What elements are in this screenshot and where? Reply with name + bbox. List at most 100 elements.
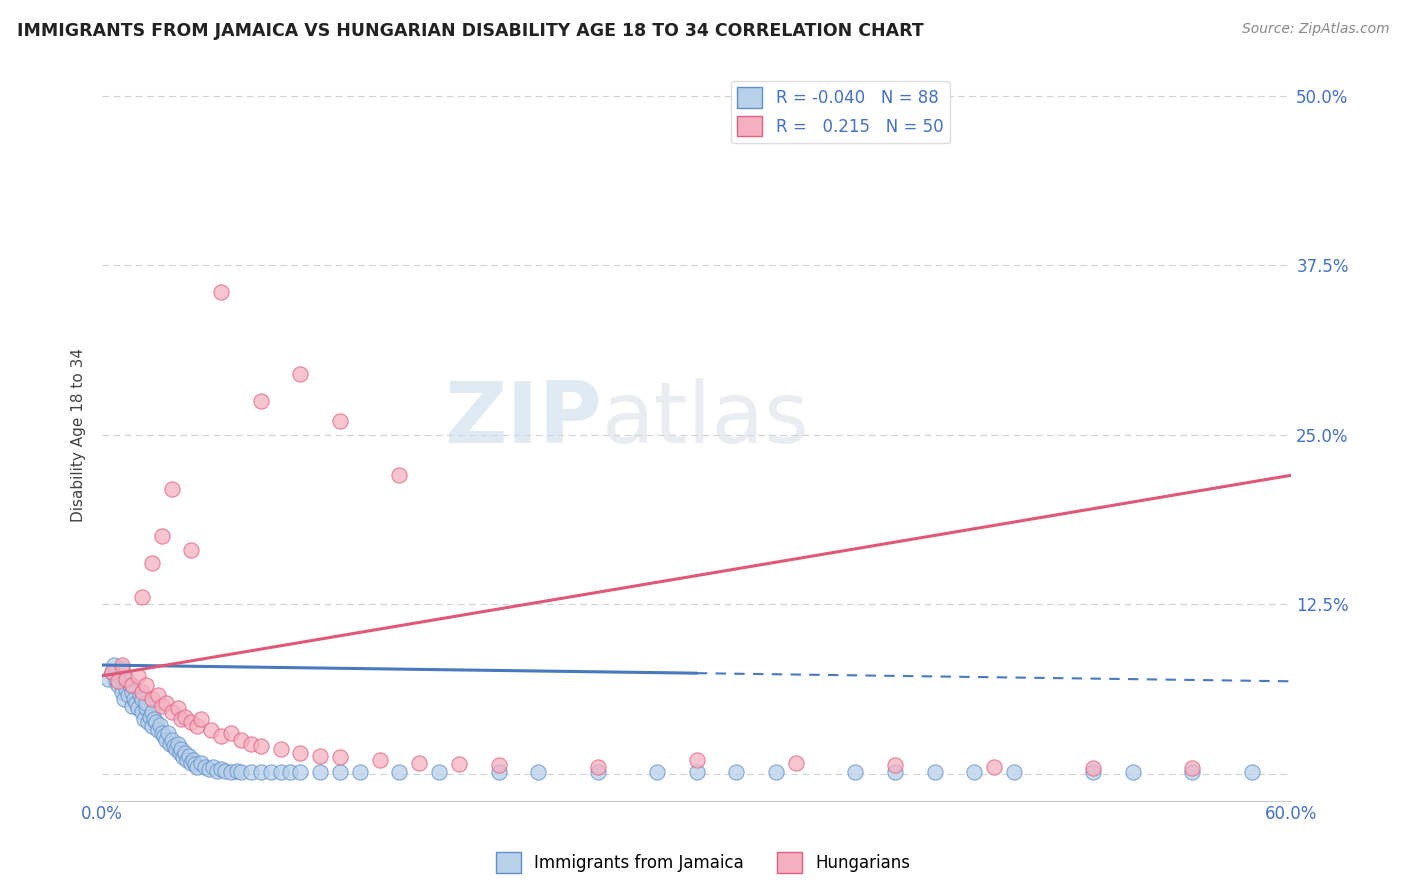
Point — [290, 765, 312, 780]
Point — [121, 698, 143, 713]
Point — [190, 712, 212, 726]
Point — [103, 658, 125, 673]
Text: IMMIGRANTS FROM JAMAICA VS HUNGARIAN DISABILITY AGE 18 TO 34 CORRELATION CHART: IMMIGRANTS FROM JAMAICA VS HUNGARIAN DIS… — [17, 22, 924, 40]
Point — [1181, 765, 1204, 780]
Point — [135, 701, 157, 715]
Point — [141, 719, 163, 733]
Point — [174, 746, 197, 760]
Point — [963, 765, 986, 780]
Point — [586, 760, 609, 774]
Point — [141, 706, 163, 720]
Point — [135, 678, 157, 692]
Point — [125, 696, 148, 710]
Point — [200, 723, 222, 738]
Text: ZIP: ZIP — [444, 378, 602, 461]
Point — [111, 661, 134, 675]
Point — [249, 739, 271, 754]
Point — [179, 748, 201, 763]
Point — [488, 758, 510, 772]
Point — [202, 760, 225, 774]
Point — [270, 742, 292, 756]
Point — [115, 672, 138, 686]
Point — [209, 285, 232, 300]
Point — [290, 367, 312, 381]
Point — [115, 672, 138, 686]
Point — [101, 665, 124, 679]
Point — [1002, 765, 1025, 780]
Point — [408, 756, 430, 770]
Point — [586, 765, 609, 780]
Point — [111, 685, 134, 699]
Point — [101, 665, 124, 679]
Point — [112, 692, 135, 706]
Point — [152, 729, 174, 743]
Point — [260, 765, 283, 780]
Legend: Immigrants from Jamaica, Hungarians: Immigrants from Jamaica, Hungarians — [489, 846, 917, 880]
Point — [186, 760, 208, 774]
Point — [156, 726, 179, 740]
Point — [121, 678, 143, 692]
Point — [160, 706, 183, 720]
Point — [884, 765, 907, 780]
Point — [118, 678, 141, 692]
Point — [349, 765, 371, 780]
Point — [122, 692, 145, 706]
Point — [131, 685, 153, 699]
Point — [1181, 761, 1204, 775]
Point — [527, 765, 550, 780]
Point — [105, 674, 128, 689]
Point — [131, 692, 153, 706]
Point — [107, 678, 129, 692]
Point — [214, 764, 236, 778]
Point — [645, 765, 668, 780]
Point — [309, 748, 332, 763]
Point — [117, 688, 139, 702]
Point — [180, 756, 202, 770]
Point — [150, 698, 173, 713]
Point — [309, 765, 332, 780]
Point — [146, 723, 169, 738]
Point — [1081, 761, 1104, 775]
Point — [131, 591, 153, 605]
Point — [239, 765, 262, 780]
Point — [190, 756, 212, 770]
Point — [447, 757, 470, 772]
Point — [198, 763, 221, 777]
Point — [219, 726, 242, 740]
Point — [107, 674, 129, 689]
Point — [219, 765, 242, 780]
Point — [184, 757, 207, 772]
Point — [150, 529, 173, 543]
Point — [205, 764, 228, 778]
Point — [108, 669, 131, 683]
Point — [141, 557, 163, 571]
Point — [1240, 765, 1263, 780]
Point — [139, 709, 162, 723]
Point — [131, 706, 153, 720]
Point — [183, 753, 205, 767]
Point — [127, 669, 149, 683]
Point — [127, 701, 149, 715]
Point — [427, 765, 450, 780]
Point — [229, 732, 252, 747]
Point — [229, 765, 252, 780]
Point — [180, 714, 202, 729]
Text: Source: ZipAtlas.com: Source: ZipAtlas.com — [1241, 22, 1389, 37]
Point — [145, 714, 167, 729]
Point — [270, 765, 292, 780]
Point — [280, 765, 302, 780]
Point — [329, 414, 352, 428]
Point — [983, 760, 1005, 774]
Point — [209, 763, 232, 777]
Point — [368, 753, 391, 767]
Point — [135, 696, 157, 710]
Point — [329, 765, 352, 780]
Point — [209, 729, 232, 743]
Point — [149, 717, 172, 731]
Point — [785, 756, 807, 770]
Point — [150, 726, 173, 740]
Point — [686, 753, 709, 767]
Point — [165, 742, 187, 756]
Point — [155, 696, 177, 710]
Point — [141, 692, 163, 706]
